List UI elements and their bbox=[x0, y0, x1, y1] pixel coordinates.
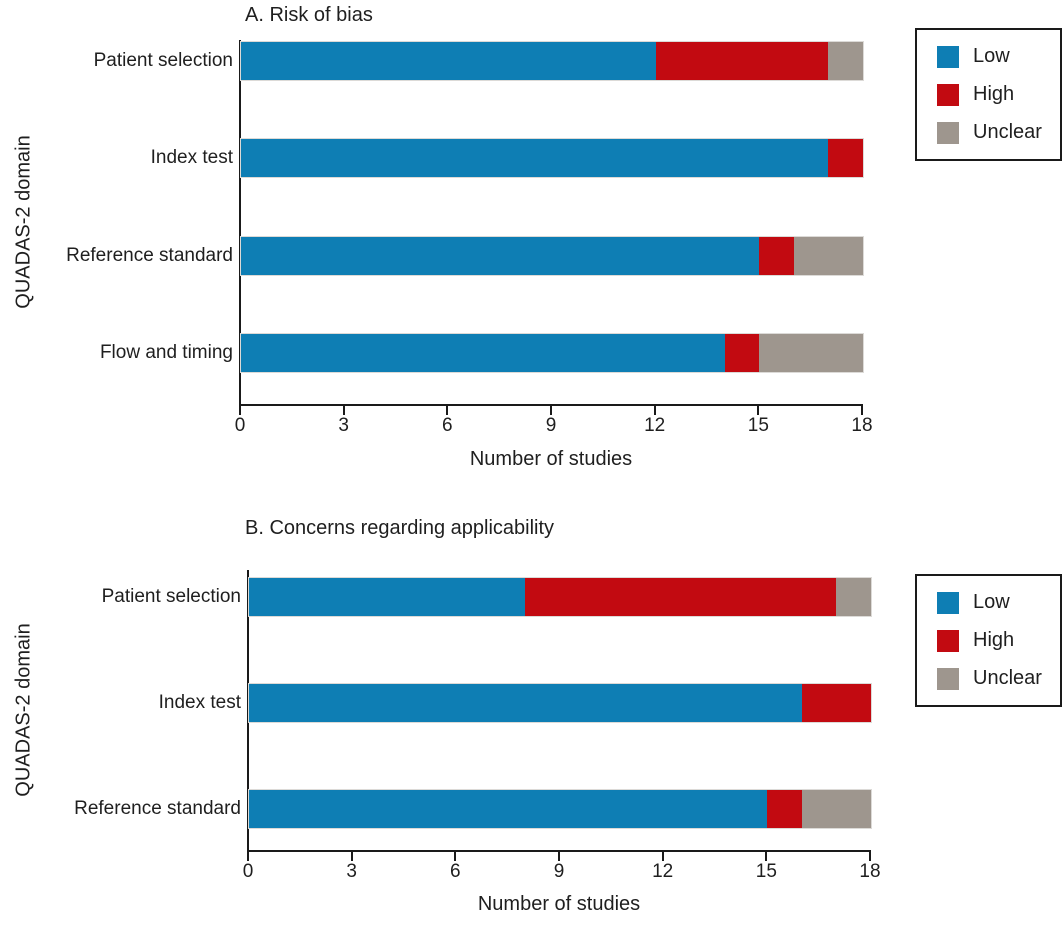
legend-item-low: Low bbox=[937, 45, 1060, 68]
legend-label-high: High bbox=[973, 83, 1015, 105]
legend-label-low: Low bbox=[973, 591, 1010, 613]
low-swatch bbox=[937, 45, 959, 68]
legend-item-unclear: Unclear bbox=[937, 667, 1060, 690]
category-label: Index test bbox=[158, 692, 241, 713]
legend-item-high: High bbox=[937, 83, 1060, 106]
stacked-bar bbox=[241, 42, 863, 80]
stacked-bar bbox=[249, 684, 871, 722]
x-tick-label: 12 bbox=[644, 415, 666, 436]
stacked-bar bbox=[241, 139, 863, 177]
x-tick-label: 3 bbox=[338, 415, 349, 436]
stacked-bar bbox=[241, 237, 863, 275]
bar-segment-high bbox=[525, 578, 837, 616]
legend-label-unclear: Unclear bbox=[973, 667, 1042, 689]
bar-segment-low bbox=[249, 578, 526, 616]
stacked-bar bbox=[249, 578, 871, 616]
x-tick-label: 6 bbox=[450, 861, 461, 882]
y-axis-line bbox=[239, 40, 241, 406]
legend-chart-b: Low High Unclear bbox=[915, 574, 1062, 707]
legend-label-low: Low bbox=[973, 45, 1010, 67]
x-tick-label: 9 bbox=[545, 415, 557, 436]
category-label: Reference standard bbox=[66, 245, 233, 266]
x-tick bbox=[757, 406, 760, 415]
x-tick bbox=[446, 406, 449, 415]
low-swatch bbox=[937, 591, 959, 614]
high-swatch bbox=[937, 83, 959, 106]
category-label: Patient selection bbox=[101, 586, 241, 607]
x-tick-label: 18 bbox=[851, 415, 873, 436]
x-tick bbox=[861, 406, 863, 415]
x-tick-label: 15 bbox=[755, 861, 777, 882]
legend-label-high: High bbox=[973, 629, 1015, 651]
x-tick bbox=[239, 406, 241, 415]
unclear-swatch bbox=[937, 121, 959, 144]
unclear-swatch bbox=[937, 667, 959, 690]
chart-a-title: A. Risk of bias bbox=[245, 4, 373, 26]
x-axis-line bbox=[247, 850, 871, 852]
chart-b-x-axis-title: Number of studies bbox=[477, 893, 641, 915]
bar-segment-high bbox=[828, 139, 863, 177]
category-label: Flow and timing bbox=[99, 342, 233, 363]
chart-a-x-axis-title: Number of studies bbox=[469, 448, 633, 470]
x-tick-label: 15 bbox=[747, 415, 769, 436]
bar-segment-low bbox=[241, 139, 829, 177]
bar-segment-low bbox=[249, 684, 802, 722]
bar-segment-low bbox=[241, 334, 725, 372]
x-tick bbox=[550, 406, 552, 415]
x-tick-label: 0 bbox=[242, 861, 254, 882]
x-tick bbox=[765, 852, 768, 861]
x-axis-line bbox=[239, 404, 863, 406]
high-swatch bbox=[937, 629, 959, 652]
x-tick-label: 0 bbox=[234, 415, 246, 436]
x-tick bbox=[350, 852, 353, 861]
x-tick bbox=[342, 406, 345, 415]
bar-segment-high bbox=[801, 684, 871, 722]
chart-b-title: B. Concerns regarding applicability bbox=[245, 517, 555, 539]
category-label: Patient selection bbox=[93, 50, 233, 71]
x-tick bbox=[653, 406, 656, 415]
legend-item-unclear: Unclear bbox=[937, 121, 1060, 144]
bar-segment-low bbox=[241, 237, 760, 275]
y-axis-line bbox=[247, 570, 249, 852]
category-label: Index test bbox=[150, 147, 233, 168]
category-label: Reference standard bbox=[74, 798, 241, 819]
bar-segment-unclear bbox=[828, 42, 863, 80]
bar-segment-high bbox=[759, 237, 794, 275]
x-tick-label: 6 bbox=[442, 415, 453, 436]
bar-segment-unclear bbox=[836, 578, 871, 616]
legend-item-high: High bbox=[937, 629, 1060, 652]
bar-segment-unclear bbox=[759, 334, 863, 372]
legend-chart-a: Low High Unclear bbox=[915, 28, 1062, 161]
x-tick-label: 3 bbox=[346, 861, 357, 882]
x-tick-label: 18 bbox=[859, 861, 881, 882]
x-tick bbox=[869, 852, 871, 861]
x-tick bbox=[454, 852, 457, 861]
bar-segment-high bbox=[655, 42, 829, 80]
stacked-bar bbox=[249, 790, 871, 828]
bar-segment-high bbox=[767, 790, 802, 828]
stacked-bar bbox=[241, 334, 863, 372]
bar-segment-low bbox=[249, 790, 768, 828]
bar-segment-unclear bbox=[793, 237, 863, 275]
bar-segment-low bbox=[241, 42, 656, 80]
legend-label-unclear: Unclear bbox=[973, 121, 1042, 143]
bar-segment-high bbox=[724, 334, 760, 372]
x-tick bbox=[661, 852, 664, 861]
x-tick-label: 9 bbox=[553, 861, 565, 882]
x-tick bbox=[558, 852, 560, 861]
bar-segment-unclear bbox=[801, 790, 871, 828]
x-tick bbox=[247, 852, 249, 861]
legend-item-low: Low bbox=[937, 591, 1060, 614]
x-tick-label: 12 bbox=[652, 861, 674, 882]
